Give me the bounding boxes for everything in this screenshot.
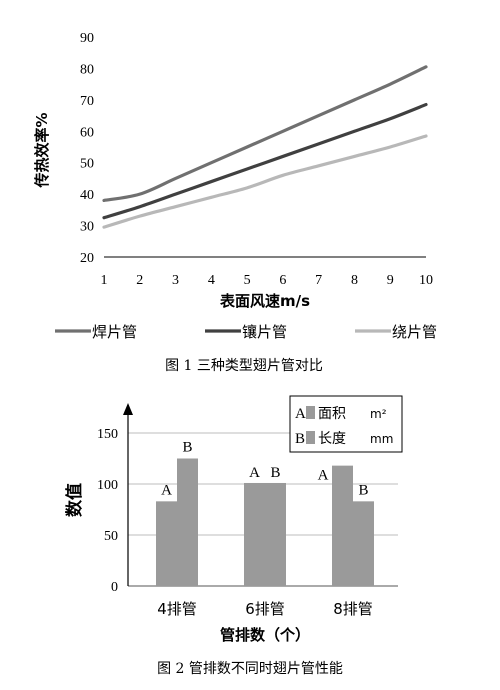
legend-label-a: 面积 [318,406,346,422]
legend-box [289,395,403,453]
y-axis-ticks: 0 50 100 150 [97,427,118,595]
y-tick-label: 20 [80,251,94,266]
x-tick-label: 1 [101,273,108,288]
legend-label-1: 焊片管 [92,323,137,341]
y-tick-label: 100 [97,478,118,493]
series-line-2 [102,102,428,220]
x-tick-label: 4排管 [157,600,197,618]
x-tick-label: 6 [279,273,286,288]
legend-label-b: 长度 [318,431,346,447]
y-axis-ticks: 20 30 40 50 60 70 80 90 [80,31,94,266]
line-chart: 20 30 40 50 60 70 80 90 1 2 3 4 5 6 7 8 9 10 传热效率% 表面风速m… [33,31,437,374]
y-tick-label: 150 [97,427,118,442]
y-tick-label: 90 [80,31,94,46]
y-axis-title: 传热效率% [33,112,51,188]
figure-caption-1: 图 1 三种类型翅片管对比 [165,358,323,374]
bar-label-a-1: A [161,482,172,498]
legend-unit-a: m² [370,407,387,421]
x-tick-label: 10 [419,273,433,288]
legend-unit-b: mm [370,432,393,446]
bar-label-b-1: B [182,440,192,456]
series-line-3 [102,134,428,229]
y-tick-label: 50 [80,157,94,172]
x-tick-label: 6排管 [245,600,285,618]
x-tick-label: 7 [315,273,322,288]
x-axis-ticks: 1 2 3 4 5 6 7 8 9 10 [101,273,434,288]
bar-label-a-2: A [249,465,260,481]
bar-b-1 [177,458,198,586]
x-tick-label: 3 [172,273,179,288]
legend-letter-b: B [295,431,305,447]
y-tick-label: 0 [111,580,118,595]
y-axis-title: 数值 [64,483,85,517]
bar-label-a-3: A [318,468,329,484]
series-lines [102,65,428,229]
bar-label-b-2: B [270,465,280,481]
x-tick-label: 2 [136,273,143,288]
x-tick-label: 9 [387,273,394,288]
figure-caption-2: 图 2 管排数不同时翅片管性能 [157,661,343,677]
y-tick-label: 50 [104,529,118,544]
x-tick-label: 4 [208,273,215,288]
legend: 焊片管 镶片管 绕片管 [55,323,437,341]
bar-label-b-3: B [358,482,368,498]
y-tick-label: 80 [80,62,94,77]
legend-label-3: 绕片管 [392,323,437,341]
x-axis-title: 表面风速m/s [220,292,310,310]
y-tick-label: 30 [80,220,94,235]
bar-a-2 [244,482,265,586]
bar-b-2 [265,482,286,586]
x-tick-label: 8排管 [333,600,373,618]
bar-a-3 [332,465,353,586]
y-tick-label: 40 [80,188,94,203]
legend-swatch-b [306,431,315,444]
legend: A 面积 m² B 长度 mm [289,395,403,453]
bar-a-1 [156,501,177,586]
x-axis-ticks: 4排管 6排管 8排管 [157,600,373,618]
legend-label-2: 镶片管 [242,323,287,341]
bar-b-3 [353,501,374,586]
legend-letter-a: A [295,406,306,422]
series-line-1 [102,65,428,203]
bars: ABA B AB [156,440,374,586]
x-tick-label: 8 [351,273,358,288]
y-tick-label: 60 [80,125,94,140]
legend-swatch-a [306,406,315,419]
x-tick-label: 5 [244,273,251,288]
y-axis-arrow [123,403,133,415]
x-axis-title: 管排数（个） [220,626,310,644]
y-tick-label: 70 [80,94,94,109]
